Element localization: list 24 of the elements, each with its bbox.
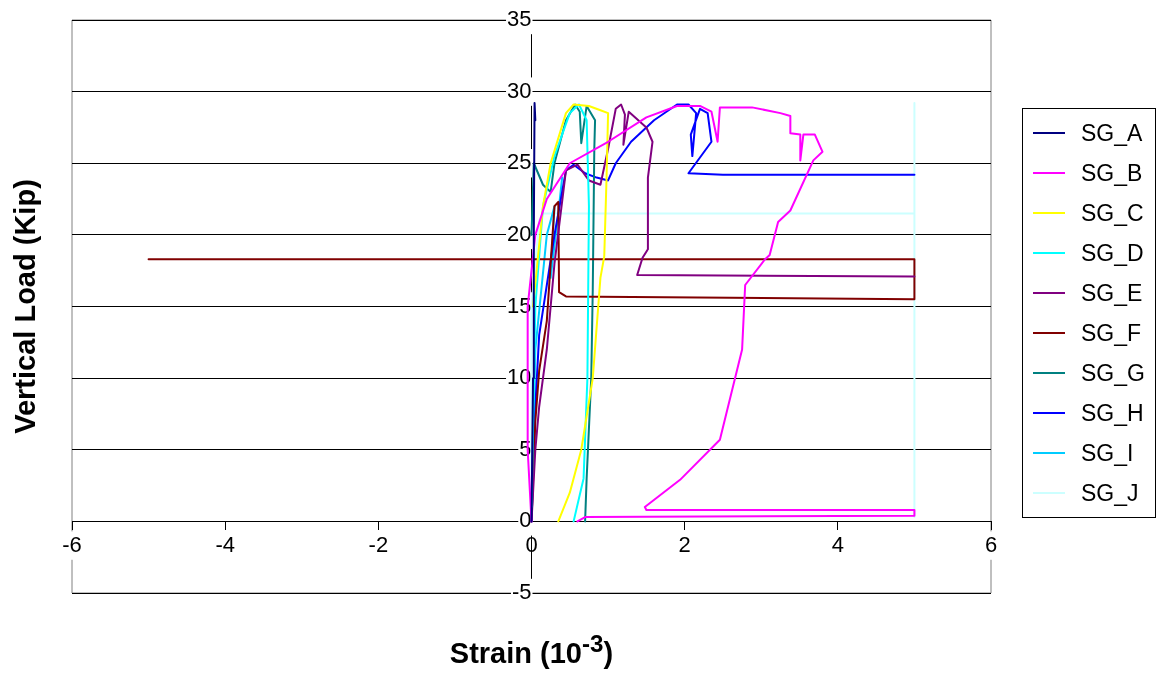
x-tick-label: -2 xyxy=(368,531,389,557)
y-axis-title: Vertical Load (Kip) xyxy=(8,178,42,436)
legend-label: SG_J xyxy=(1081,479,1139,507)
x-tick-label: -4 xyxy=(215,531,235,557)
x-tick-label: 2 xyxy=(678,531,691,557)
legend-label: SG_D xyxy=(1081,239,1144,267)
legend-label: SG_G xyxy=(1081,359,1145,387)
y-tick-label: 30 xyxy=(507,77,532,103)
legend-label: SG_C xyxy=(1081,199,1144,227)
x-tick-label: -6 xyxy=(62,531,82,557)
x-axis-title: Strain (10$^{-3}$) xyxy=(448,630,615,670)
y-tick-label: -5 xyxy=(511,579,532,605)
legend-label: SG_I xyxy=(1081,439,1134,467)
legend-label: SG_H xyxy=(1081,399,1144,427)
x-tick-label: 6 xyxy=(984,531,998,557)
y-tick-label: 20 xyxy=(507,220,532,246)
x-tick-label: 4 xyxy=(831,531,844,557)
legend-label: SG_A xyxy=(1081,119,1143,147)
y-tick-label: 35 xyxy=(507,6,532,32)
legend-label: SG_E xyxy=(1081,279,1143,307)
y-tick-label: 25 xyxy=(507,149,532,175)
legend-label: SG_B xyxy=(1081,159,1143,187)
y-tick-label: 0 xyxy=(519,507,532,533)
legend-label: SG_F xyxy=(1081,319,1142,347)
